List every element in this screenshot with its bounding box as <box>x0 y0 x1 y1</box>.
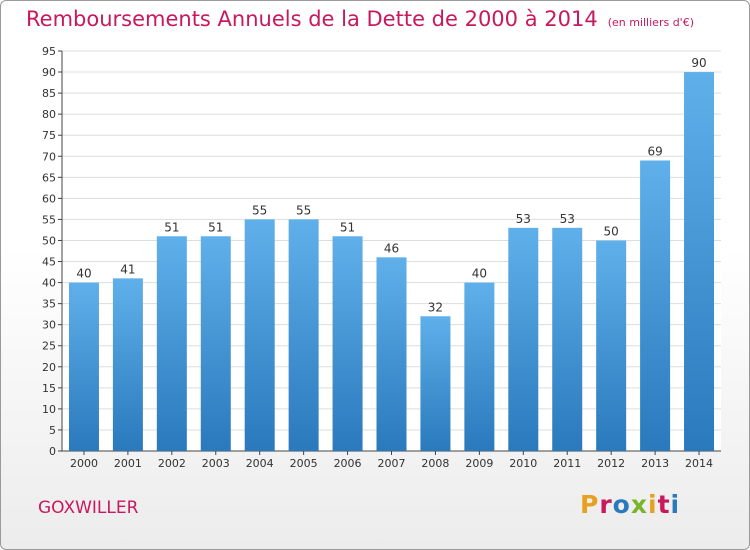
y-tick-label: 30 <box>42 319 56 332</box>
y-tick-label: 80 <box>42 108 56 121</box>
x-tick-label: 2009 <box>465 457 493 470</box>
x-tick-label: 2001 <box>114 457 142 470</box>
y-tick-label: 20 <box>42 361 56 374</box>
y-tick-label: 60 <box>42 192 56 205</box>
y-tick-label: 40 <box>42 277 56 290</box>
y-tick-label: 0 <box>49 445 56 458</box>
bar <box>420 316 451 451</box>
bar <box>552 227 583 451</box>
y-tick-label: 55 <box>42 213 56 226</box>
commune-name: GOXWILLER <box>38 498 139 518</box>
data-label: 51 <box>208 220 223 234</box>
y-tick-label: 70 <box>42 150 56 163</box>
y-tick-label: 45 <box>42 256 56 269</box>
x-tick-label: 2008 <box>421 457 449 470</box>
data-label: 55 <box>252 203 267 217</box>
data-label: 51 <box>164 220 179 234</box>
bar <box>596 240 627 451</box>
data-label: 40 <box>76 267 91 281</box>
bar <box>68 282 99 451</box>
data-label: 41 <box>120 262 135 276</box>
chart-subtitle: (en milliers d'€) <box>607 16 694 29</box>
logo-letter: t <box>657 490 671 519</box>
x-tick-label: 2003 <box>202 457 230 470</box>
data-label: 55 <box>296 203 311 217</box>
data-label: 50 <box>604 224 619 238</box>
y-tick-label: 95 <box>42 45 56 58</box>
y-tick-label: 50 <box>42 234 56 247</box>
y-tick-label: 25 <box>42 340 56 353</box>
logo-letter: x <box>630 490 648 519</box>
data-label: 40 <box>472 267 487 281</box>
bar <box>464 282 495 451</box>
data-label: 90 <box>691 56 706 70</box>
data-label: 53 <box>560 212 575 226</box>
data-label: 32 <box>428 300 443 314</box>
bar <box>288 219 319 451</box>
x-tick-label: 2012 <box>597 457 625 470</box>
y-tick-label: 35 <box>42 298 56 311</box>
x-tick-label: 2007 <box>378 457 406 470</box>
x-tick-label: 2000 <box>70 457 98 470</box>
proxiti-logo: Proxiti <box>580 490 680 519</box>
bar <box>332 236 363 451</box>
data-label: 69 <box>647 144 662 158</box>
logo-letter: o <box>612 490 631 519</box>
bar <box>640 160 671 451</box>
x-tick-label: 2011 <box>553 457 581 470</box>
data-label: 51 <box>340 220 355 234</box>
y-tick-label: 85 <box>42 87 56 100</box>
bar <box>244 219 275 451</box>
x-tick-label: 2002 <box>158 457 186 470</box>
y-tick-label: 90 <box>42 66 56 79</box>
bar <box>156 236 187 451</box>
bar <box>508 227 539 451</box>
x-tick-label: 2004 <box>246 457 274 470</box>
y-tick-label: 15 <box>42 382 56 395</box>
bar <box>112 278 143 451</box>
x-tick-label: 2005 <box>290 457 318 470</box>
bar <box>200 236 231 451</box>
y-tick-label: 5 <box>49 424 56 437</box>
logo-letter: i <box>670 490 681 519</box>
x-tick-label: 2013 <box>641 457 669 470</box>
y-tick-label: 10 <box>42 403 56 416</box>
chart-title-text: Remboursements Annuels de la Dette de 20… <box>26 7 598 31</box>
x-tick-label: 2010 <box>509 457 537 470</box>
logo-letter: r <box>599 490 613 519</box>
data-label: 53 <box>516 212 531 226</box>
chart-title: Remboursements Annuels de la Dette de 20… <box>26 7 694 31</box>
x-tick-label: 2006 <box>334 457 362 470</box>
y-tick-label: 65 <box>42 171 56 184</box>
logo-letter: P <box>580 490 600 519</box>
x-tick-label: 2014 <box>685 457 713 470</box>
bar <box>684 72 715 451</box>
bar <box>376 257 407 451</box>
logo-letter: i <box>648 490 658 519</box>
data-label: 46 <box>384 241 399 255</box>
y-tick-label: 75 <box>42 129 56 142</box>
